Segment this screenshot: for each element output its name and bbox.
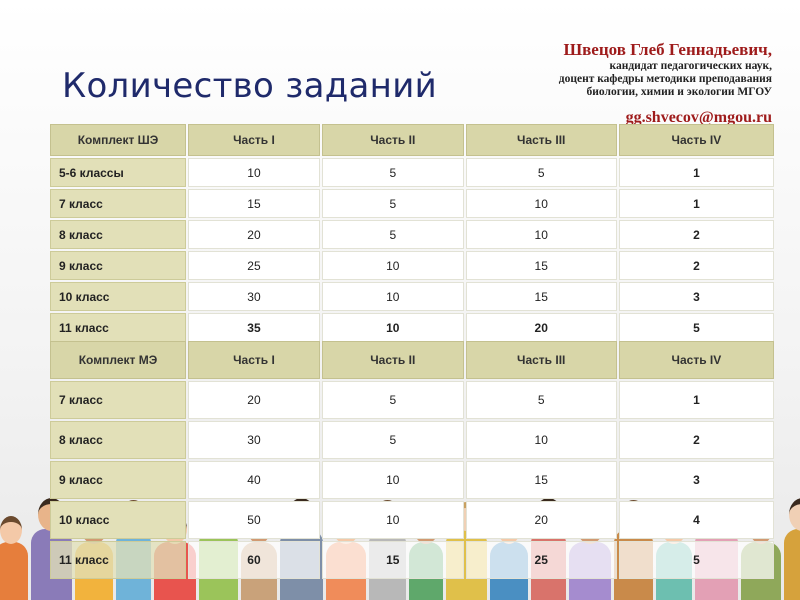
table-cell: 4 <box>618 501 774 539</box>
header-cell: Часть III <box>465 341 617 379</box>
table-cell: 2 <box>618 220 774 249</box>
row-label: 11 класс <box>50 313 186 342</box>
table-cell: 5 <box>465 158 617 187</box>
table-row: 9 класс 25 10 15 2 <box>50 251 774 280</box>
table-cell: 10 <box>321 251 464 280</box>
table-row: 7 класс 15 5 10 1 <box>50 189 774 218</box>
table-she: Комплект ШЭ Часть I Часть II Часть III Ч… <box>48 122 776 344</box>
crowd-person <box>0 512 28 600</box>
table-cell: 10 <box>321 461 464 499</box>
table-cell: 3 <box>618 282 774 311</box>
row-label: 10 класс <box>50 501 186 539</box>
header-cell: Часть II <box>321 341 464 379</box>
header-cell: Комплект ШЭ <box>50 124 186 156</box>
table-header-row: Комплект МЭ Часть I Часть II Часть III Ч… <box>50 341 774 379</box>
row-label: 11 класс <box>50 541 186 579</box>
table-cell: 20 <box>188 220 320 249</box>
table-cell: 10 <box>465 421 617 459</box>
table-cell: 1 <box>618 158 774 187</box>
table-cell: 40 <box>188 461 320 499</box>
table-row: 10 класс 30 10 15 3 <box>50 282 774 311</box>
table-row: 8 класс 20 5 10 2 <box>50 220 774 249</box>
table-cell: 10 <box>321 313 464 342</box>
table-cell: 15 <box>188 189 320 218</box>
table-cell: 20 <box>465 501 617 539</box>
row-label: 7 класс <box>50 189 186 218</box>
table-cell: 10 <box>321 282 464 311</box>
table-cell: 10 <box>188 158 320 187</box>
table-cell: 35 <box>188 313 320 342</box>
table-row: 7 класс 20 5 5 1 <box>50 381 774 419</box>
table-cell: 10 <box>465 220 617 249</box>
table-cell: 5 <box>618 313 774 342</box>
author-degree: кандидат педагогических наук, <box>609 60 773 72</box>
table-cell: 50 <box>188 501 320 539</box>
table-row: 9 класс 40 10 15 3 <box>50 461 774 499</box>
table-cell: 15 <box>321 541 464 579</box>
row-label: 9 класс <box>50 461 186 499</box>
table-row: 11 класс 35 10 20 5 <box>50 313 774 342</box>
header-cell: Комплект МЭ <box>50 341 186 379</box>
table-cell: 25 <box>465 541 617 579</box>
header-cell: Часть I <box>188 341 320 379</box>
row-label: 10 класс <box>50 282 186 311</box>
row-label: 9 класс <box>50 251 186 280</box>
table-cell: 25 <box>188 251 320 280</box>
table-cell: 20 <box>188 381 320 419</box>
table-cell: 15 <box>465 461 617 499</box>
table-cell: 3 <box>618 461 774 499</box>
header-cell: Часть III <box>465 124 617 156</box>
header-cell: Часть II <box>321 124 464 156</box>
table-cell: 1 <box>618 189 774 218</box>
row-label: 5-6 классы <box>50 158 186 187</box>
header-cell: Часть IV <box>618 341 774 379</box>
author-name: Швецов Глеб Геннадьевич, <box>563 40 772 59</box>
slide-title: Количество заданий <box>62 66 438 106</box>
table-cell: 60 <box>188 541 320 579</box>
table-cell: 30 <box>188 421 320 459</box>
table-row: 8 класс 30 5 10 2 <box>50 421 774 459</box>
table-cell: 15 <box>465 251 617 280</box>
row-label: 8 класс <box>50 220 186 249</box>
table-header-row: Комплект ШЭ Часть I Часть II Часть III Ч… <box>50 124 774 156</box>
table-cell: 5 <box>618 541 774 579</box>
header-cell: Часть IV <box>618 124 774 156</box>
crowd-person <box>784 498 800 600</box>
row-label: 7 класс <box>50 381 186 419</box>
table-cell: 5 <box>465 381 617 419</box>
table-cell: 5 <box>321 220 464 249</box>
table-row: 10 класс 50 10 20 4 <box>50 501 774 539</box>
table-row: 11 класс 60 15 25 5 <box>50 541 774 579</box>
table-cell: 20 <box>465 313 617 342</box>
table-cell: 10 <box>465 189 617 218</box>
table-cell: 2 <box>618 251 774 280</box>
table-cell: 15 <box>465 282 617 311</box>
table-cell: 10 <box>321 501 464 539</box>
table-cell: 5 <box>321 421 464 459</box>
author-block: Швецов Глеб Геннадьевич, кандидат педаго… <box>559 40 772 127</box>
author-position: доцент кафедры методики преподавания <box>558 73 772 85</box>
table-me: Комплект МЭ Часть I Часть II Часть III Ч… <box>48 339 776 581</box>
author-email: gg.shvecov@mgou.ru <box>625 109 772 126</box>
table-cell: 1 <box>618 381 774 419</box>
table-cell: 30 <box>188 282 320 311</box>
table-row: 5-6 классы 10 5 5 1 <box>50 158 774 187</box>
table-cell: 5 <box>321 381 464 419</box>
table-cell: 5 <box>321 158 464 187</box>
row-label: 8 класс <box>50 421 186 459</box>
table-cell: 2 <box>618 421 774 459</box>
author-department: биологии, химии и экологии МГОУ <box>586 86 772 98</box>
header-cell: Часть I <box>188 124 320 156</box>
table-cell: 5 <box>321 189 464 218</box>
